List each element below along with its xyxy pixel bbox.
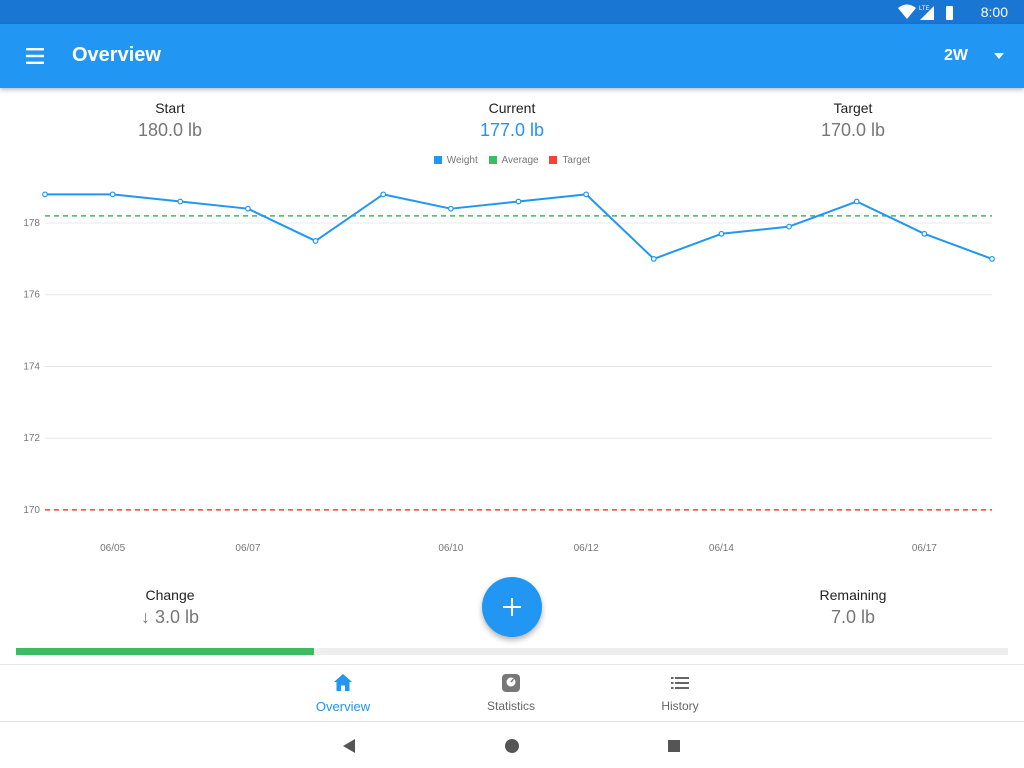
bottom-navigation: Overview Statistics History (0, 664, 1024, 721)
y-tick-label: 176 (23, 290, 40, 301)
scale-icon (502, 674, 520, 692)
legend-weight-label: Weight (446, 155, 478, 166)
status-time: 8:00 (980, 4, 1008, 20)
nav-statistics[interactable]: Statistics (451, 665, 571, 721)
legend-average: Average (488, 155, 539, 166)
weight-point (109, 191, 116, 198)
range-selected: 2W (944, 47, 968, 64)
weight-chart: 170 172 174 176 178 06/05 06/07 06/10 06/12 06/14… (23, 191, 995, 554)
x-tick-label: 06/05 (100, 543, 125, 554)
add-entry-button[interactable] (482, 577, 542, 637)
lte-label: LTE (919, 6, 930, 12)
change-stat: Change ↓ 3.0 lb (70, 587, 270, 628)
start-value: 180.0 lb (137, 120, 203, 140)
target-label: Target (833, 100, 873, 116)
weight-point (245, 205, 251, 212)
dropdown-arrow-icon (994, 53, 1004, 59)
goal-progress-bar (16, 648, 1008, 655)
remaining-stat: Remaining 7.0 lb (753, 587, 953, 628)
remaining-value: 7.0 lb (830, 607, 876, 627)
start-label: Start (155, 100, 185, 116)
chart-legend: Weight Average Target (0, 155, 1024, 166)
change-value: ↓ 3.0 lb (140, 607, 200, 627)
weight-point (177, 198, 184, 205)
weight-point (786, 223, 792, 230)
nav-history[interactable]: History (620, 665, 740, 721)
y-tick-label: 172 (23, 433, 40, 444)
legend-target: Target (549, 155, 590, 166)
current-value: 177.0 lb (479, 120, 545, 140)
weight-point (447, 205, 454, 212)
target-value: 170.0 lb (820, 120, 886, 140)
change-label: Change (145, 587, 195, 603)
app-bar: Overview 2W (0, 24, 1024, 88)
legend-target-label: Target (562, 155, 591, 166)
nav-overview[interactable]: Overview (283, 665, 403, 721)
weight-point (853, 198, 860, 205)
battery-icon (946, 6, 953, 20)
page-title: Overview (72, 44, 161, 66)
range-selector[interactable]: 2W (944, 42, 1004, 70)
home-circle-icon[interactable] (502, 736, 522, 756)
weight-point (380, 191, 387, 198)
status-bar: LTE 8:00 (0, 0, 1024, 24)
y-tick-label: 170 (23, 505, 40, 516)
x-tick-label: 06/07 (235, 543, 260, 554)
weight-point (515, 198, 522, 205)
legend-weight: Weight (433, 155, 478, 166)
status-icons: LTE (898, 4, 968, 20)
legend-weight-swatch (433, 156, 442, 164)
current-label: Current (488, 100, 536, 116)
goal-progress-fill (16, 648, 314, 655)
recents-icon[interactable] (664, 736, 684, 756)
x-tick-label: 06/14 (709, 543, 734, 554)
legend-average-swatch (488, 156, 497, 164)
y-tick-label: 174 (23, 361, 40, 372)
nav-statistics-label: Statistics (486, 699, 535, 713)
legend-target-swatch (549, 156, 558, 164)
x-tick-label: 06/12 (574, 543, 599, 554)
back-icon[interactable] (340, 736, 360, 756)
start-stat: Start 180.0 lb (70, 100, 270, 141)
weight-point (312, 238, 319, 244)
nav-history-label: History (661, 699, 699, 713)
current-stat: Current 177.0 lb (412, 100, 612, 141)
weight-point (650, 255, 657, 262)
y-tick-label: 178 (23, 218, 40, 229)
cell-signal-icon (920, 6, 934, 20)
weight-point (989, 255, 995, 262)
x-tick-label: 06/17 (912, 543, 937, 554)
home-icon (334, 674, 352, 691)
target-stat: Target 170.0 lb (753, 100, 953, 141)
wifi-icon (898, 4, 916, 19)
weight-point (718, 230, 725, 237)
menu-icon[interactable] (22, 44, 50, 68)
remaining-label: Remaining (819, 587, 887, 603)
legend-average-label: Average (501, 155, 539, 166)
nav-overview-label: Overview (315, 699, 371, 714)
weight-point (583, 191, 590, 198)
system-navigation-bar (0, 721, 1024, 768)
list-icon (671, 677, 689, 689)
x-tick-label: 06/10 (438, 543, 463, 554)
weight-point (921, 230, 928, 237)
weight-point (42, 191, 48, 198)
